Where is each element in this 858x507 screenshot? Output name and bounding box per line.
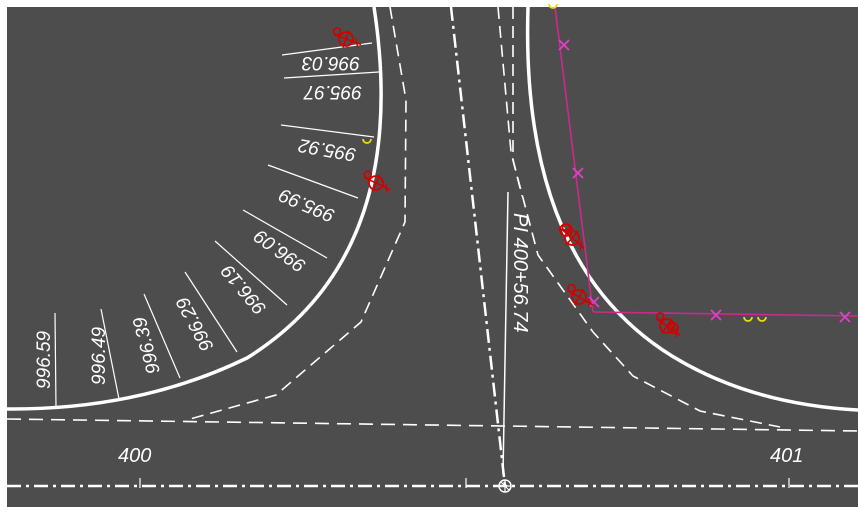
fence-x-markers [558, 39, 851, 323]
utility-marker-icon [743, 316, 753, 322]
fire-hydrant-icon[interactable] [557, 223, 577, 238]
elevation-label-2: 995.97 [302, 81, 362, 102]
elevation-label-1: 996.03 [301, 52, 360, 73]
fire-hydrant-icon[interactable] [359, 169, 394, 198]
elevation-label-9: 996.49 [89, 326, 110, 385]
hydrant-symbols [329, 26, 681, 338]
utility-marker-icon [757, 316, 767, 322]
left-curb-back-dashed [189, 6, 407, 420]
utility-marker-icon [548, 3, 558, 9]
main-road-edge-dashed [6, 418, 858, 432]
fence-x-marker-icon [839, 311, 851, 323]
fence-x-marker-icon [588, 296, 600, 308]
right-curb-inner-dashed [497, 6, 523, 197]
fence-line [554, 6, 858, 317]
fence-x-marker-icon [558, 39, 570, 51]
right-curb-return [525, 6, 858, 412]
pi-station-label: PI 400+56.74 [509, 213, 531, 333]
pi-leader-line [502, 191, 509, 475]
utility-markers [362, 3, 767, 322]
left-curb-return [6, 6, 383, 411]
fire-hydrant-icon[interactable] [562, 282, 597, 313]
fence-x-marker-icon [710, 309, 722, 321]
pi-point-icon[interactable] [498, 479, 512, 493]
fence-x-marker-icon [572, 167, 584, 179]
drawing-background [7, 7, 858, 507]
fire-hydrant-icon[interactable] [665, 319, 681, 337]
station-label-401: 401 [770, 445, 803, 467]
station-label-400: 400 [118, 445, 151, 467]
fire-hydrant-icon[interactable] [329, 26, 364, 53]
utility-marker-icon [362, 138, 372, 144]
elevation-label-10: 996.59 [34, 330, 55, 389]
